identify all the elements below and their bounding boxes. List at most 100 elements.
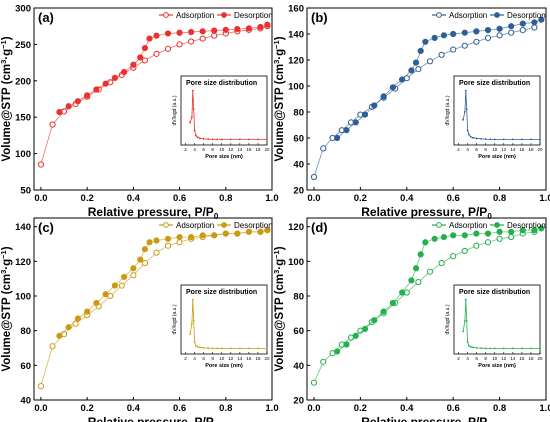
- inset-point: [216, 138, 219, 141]
- x-tick-label: 0.2: [81, 403, 94, 414]
- desorption-point: [264, 21, 271, 28]
- inset-x-tick-label: 12: [501, 356, 507, 361]
- legend-label: Adsorption: [176, 11, 214, 20]
- y-tick-label: 100: [15, 292, 31, 303]
- inset-curve: [189, 90, 267, 140]
- legend-label: Desorption: [234, 11, 273, 20]
- y-tick-label: 80: [20, 326, 31, 337]
- inset-point: [216, 347, 219, 350]
- desorption-point: [408, 67, 415, 74]
- desorption-point: [93, 299, 100, 307]
- inset-point: [257, 347, 259, 350]
- y-axis-title: Volume@STP (cm3·g−1): [0, 36, 13, 161]
- inset-x-tick-label: 20: [264, 147, 270, 152]
- y-tick-label: 100: [288, 82, 304, 93]
- legend-label: Adsorption: [176, 221, 214, 230]
- inset-point: [266, 138, 268, 141]
- desorption-point: [121, 68, 128, 76]
- desorption-point: [65, 103, 72, 110]
- x-tick-label: 0.2: [354, 403, 367, 414]
- y-tick-label: 50: [20, 186, 31, 197]
- adsorption-point: [461, 42, 468, 49]
- inset-point: [520, 138, 523, 141]
- inset-x-tick-label: 12: [228, 147, 234, 152]
- inset-point: [530, 138, 532, 141]
- desorption-point: [130, 61, 137, 68]
- adsorption-point: [153, 249, 160, 256]
- desorption-point: [234, 230, 241, 237]
- inset-point: [229, 347, 232, 350]
- desorption-point: [473, 28, 480, 35]
- inset-title: Pore size distribution: [186, 289, 257, 296]
- inset-point: [247, 347, 250, 350]
- inset-x-tick-label: 8: [484, 147, 487, 152]
- desorption-point: [450, 30, 457, 38]
- inset-point: [468, 133, 470, 136]
- desorption-point: [352, 332, 359, 339]
- y-axis-title: Volume@STP (cm3·g−1): [0, 246, 13, 371]
- y-axis-title-sup: −1: [272, 250, 281, 259]
- inset-curve: [462, 299, 540, 349]
- inset-point: [493, 138, 496, 141]
- desorption-point: [102, 291, 109, 298]
- desorption-point: [422, 38, 429, 45]
- adsorption-point: [415, 66, 422, 73]
- inset-x-axis-title: Pore size (nm): [478, 154, 516, 160]
- desorption-point: [484, 27, 492, 34]
- x-tick-label: 0.8: [219, 193, 232, 204]
- inset-x-tick-label: 10: [492, 356, 498, 361]
- inset-point: [247, 138, 250, 141]
- inset-x-tick-label: 20: [264, 356, 270, 361]
- y-axis-title-part: ·g: [274, 49, 286, 60]
- inset-point: [469, 345, 472, 348]
- y-axis-title-part: ·g: [274, 259, 286, 270]
- desorption-point: [164, 30, 172, 37]
- inset-x-tick-label: 14: [237, 147, 243, 152]
- x-axis-title-subscript: 0: [214, 212, 219, 221]
- inset-x-tick-label: 20: [537, 356, 543, 361]
- y-tick-label: 40: [293, 361, 304, 372]
- inset-point: [192, 319, 195, 322]
- x-axis-title: Relative pressure, P/P0: [88, 205, 219, 221]
- x-tick-label: 0.0: [307, 193, 320, 204]
- desorption-point: [130, 265, 137, 272]
- inset-point: [192, 108, 195, 111]
- desorption-point: [137, 256, 144, 263]
- x-tick-label: 0.0: [307, 403, 320, 414]
- x-tick-label: 1.0: [265, 403, 278, 414]
- inset-pore-size: Pore size distribution 2 4 6 8 10 12 14 16 18 20 Po…: [172, 75, 270, 160]
- x-tick-label: 0.6: [447, 193, 460, 204]
- desorption-point: [111, 282, 118, 289]
- y-tick-label: 160: [288, 4, 304, 15]
- adsorption-point: [188, 38, 195, 45]
- x-tick-label: 0.4: [400, 403, 414, 414]
- desorption-point: [334, 134, 341, 142]
- plot-frame: [33, 217, 273, 401]
- x-tick-label: 0.0: [34, 193, 47, 204]
- inset-point: [195, 344, 197, 347]
- adsorption-point: [508, 233, 515, 241]
- inset-point: [475, 346, 478, 349]
- desorption-point: [74, 315, 82, 322]
- x-axis-title: Relative pressure, P/P0: [361, 415, 492, 422]
- desorption-point: [199, 28, 206, 35]
- inset-point: [462, 330, 464, 333]
- desorption-point: [399, 289, 406, 296]
- plot-frame: [33, 7, 273, 191]
- inset-point: [211, 138, 214, 141]
- inset-point: [238, 347, 241, 350]
- adsorption-point: [176, 239, 183, 246]
- x-axis-title-main: Relative pressure, P/P: [361, 205, 487, 219]
- adsorption-point: [438, 51, 445, 58]
- chart-panel-d: 0.0 0.2 0.4 0.6 0.8 1.0 20 40 60 80 100 120 Relative…: [272, 217, 550, 422]
- inset-point: [468, 344, 470, 347]
- desorption-point: [164, 235, 172, 242]
- desorption-point: [461, 232, 468, 239]
- y-axis-title-sup: 3: [0, 270, 8, 274]
- inset-curve: [189, 299, 267, 349]
- adsorption-point: [438, 259, 445, 267]
- adsorption-point: [310, 379, 318, 386]
- x-axis-title: Relative pressure, P/P0: [361, 205, 492, 221]
- inset-point: [465, 108, 468, 111]
- inset-y-axis-title: dV/logd (a.u.): [445, 304, 451, 334]
